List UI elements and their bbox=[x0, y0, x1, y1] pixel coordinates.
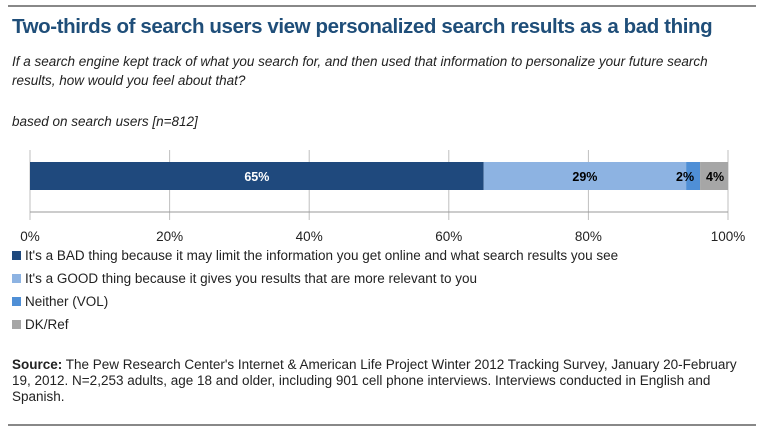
legend-item: Neither (VOL) bbox=[12, 294, 108, 309]
data-label: 29% bbox=[572, 170, 597, 184]
legend-label: It's a GOOD thing because it gives you r… bbox=[25, 271, 478, 286]
x-tick-label: 40% bbox=[296, 229, 323, 244]
source-note: Source: The Pew Research Center's Intern… bbox=[12, 357, 752, 405]
bottom-rule bbox=[8, 424, 756, 426]
legend-swatch bbox=[12, 274, 21, 283]
x-tick-label: 0% bbox=[20, 229, 40, 244]
bar-segment bbox=[700, 162, 728, 190]
legend-swatch bbox=[12, 251, 21, 260]
x-tick-label: 80% bbox=[575, 229, 602, 244]
legend-item: It's a GOOD thing because it gives you r… bbox=[12, 271, 477, 286]
data-label: 4% bbox=[706, 170, 724, 184]
plot-area: 0% 20% 40% 60% 80% 100% 65% 29% 2% 4% bbox=[20, 150, 746, 244]
top-rule bbox=[8, 5, 756, 7]
bar-segment bbox=[686, 162, 701, 190]
source-text: The Pew Research Center's Internet & Ame… bbox=[12, 357, 737, 404]
x-tick-label: 100% bbox=[711, 229, 746, 244]
x-tick-label: 20% bbox=[156, 229, 183, 244]
source-label: Source: bbox=[12, 357, 63, 372]
data-label: 2% bbox=[676, 170, 694, 184]
bar-segment bbox=[30, 162, 484, 190]
bar-segment bbox=[483, 162, 687, 190]
x-tick-label: 60% bbox=[435, 229, 462, 244]
legend-item: It's a BAD thing because it may limit th… bbox=[12, 248, 618, 263]
chart-title: Two-thirds of search users view personal… bbox=[12, 15, 713, 38]
legend-swatch bbox=[12, 297, 21, 306]
legend-item: DK/Ref bbox=[12, 317, 69, 332]
legend-label: Neither (VOL) bbox=[25, 294, 109, 309]
legend-label: It's a BAD thing because it may limit th… bbox=[25, 248, 619, 263]
base-note: based on search users [n=812] bbox=[12, 114, 198, 129]
legend-swatch bbox=[12, 320, 21, 329]
data-label: 65% bbox=[244, 170, 269, 184]
chart-subtitle: If a search engine kept track of what yo… bbox=[12, 54, 708, 88]
legend-label: DK/Ref bbox=[25, 317, 69, 332]
